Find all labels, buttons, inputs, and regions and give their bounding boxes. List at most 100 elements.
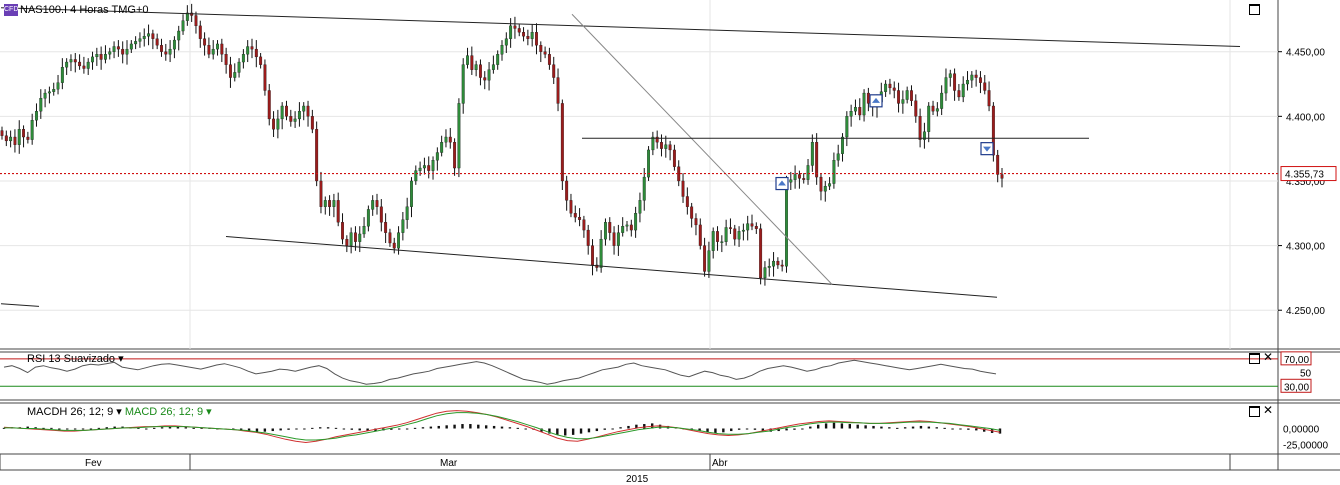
close-rsi-pane-icon[interactable]: ✕ [1263, 350, 1274, 364]
candle-body [806, 165, 810, 180]
macd-histogram-bar [113, 426, 116, 429]
macd-histogram-bar [374, 428, 377, 432]
candle-body [431, 160, 435, 171]
candle-body [315, 129, 319, 182]
candle-body [103, 54, 107, 60]
macd-pane [2, 410, 1002, 444]
candle-body [996, 154, 1000, 175]
macd-histogram-bar [603, 428, 606, 430]
candle-body [259, 56, 263, 65]
macd-histogram-bar [564, 428, 567, 436]
macd-histogram-bar [571, 428, 575, 435]
macd-histogram-bar [445, 425, 448, 429]
rsi-lower-label: 30,00 [1284, 382, 1309, 393]
macd-histogram-bar [706, 428, 709, 433]
macd-histogram-bar [200, 427, 203, 429]
candle-body [254, 48, 258, 58]
macd-histogram-bar [26, 426, 29, 429]
candle-body [621, 226, 625, 233]
macd-histogram-bar [967, 428, 970, 430]
candle-body [336, 200, 340, 223]
candle-body [56, 82, 60, 90]
macd-histogram-bar [97, 427, 101, 429]
candle-body [832, 160, 836, 184]
candle-body [30, 120, 34, 140]
macd-histogram-bar [500, 426, 504, 429]
macd-histogram-bar [619, 427, 622, 429]
candle-body [86, 61, 90, 69]
macd-histogram-bar [785, 428, 788, 431]
macd-histogram-bar [793, 428, 796, 430]
candle-body [828, 183, 832, 187]
candle-body [220, 43, 224, 55]
macd-histogram-bar [801, 428, 804, 430]
candle-body [0, 130, 4, 136]
rsi-pane-title[interactable]: RSI 13 Suavizado ▾ [27, 352, 124, 365]
price-tick-label: 4.400,00 [1286, 112, 1325, 123]
macd-histogram-bar [279, 428, 282, 431]
macd-label: MACD 26; 12; 9 [124, 406, 204, 418]
candle-body [267, 90, 271, 120]
close-macd-pane-icon[interactable]: ✕ [1263, 403, 1274, 417]
candle-body [983, 82, 987, 91]
macd-histogram-bar [358, 428, 361, 431]
signal-arrow-icon [872, 97, 880, 103]
macd-histogram-bar [342, 428, 346, 430]
rsi-dropdown-icon[interactable]: ▾ [115, 353, 124, 365]
candle-body [246, 46, 250, 55]
macd-histogram-bar [856, 424, 859, 429]
candle-body [685, 196, 689, 207]
candle-body [414, 170, 418, 182]
candle-body [672, 149, 676, 167]
macd-histogram-bar [982, 428, 986, 432]
candle-body [13, 136, 17, 145]
candle-body [353, 232, 357, 242]
macd-histogram-bar [730, 428, 733, 432]
rsi-upper-tag [1280, 351, 1312, 366]
candle-body [509, 25, 513, 39]
macd-histogram-bar [255, 428, 259, 432]
candle-body [608, 222, 612, 233]
macd-histogram-bar [326, 427, 330, 429]
macdh-label: MACDH 26; 12; 9 [27, 406, 114, 418]
macd-histogram-bar [42, 427, 45, 429]
macd-histogram-bar [232, 428, 235, 430]
maximize-rsi-pane-icon[interactable] [1249, 353, 1260, 364]
macd-histogram-bar [627, 425, 630, 429]
candle-body [237, 61, 241, 73]
macd-histogram-bar [168, 426, 172, 429]
macd-pane-title[interactable]: MACDH 26; 12; 9 ▾ MACD 26; 12; 9 ▾ [27, 405, 212, 418]
rsi-label: RSI 13 Suavizado [27, 353, 116, 365]
macd-histogram-bar [263, 428, 267, 432]
candle-body [586, 229, 590, 246]
macd-line [3, 410, 1001, 444]
price-pane-title[interactable]: CFD NAS100.I 4 Horas TMG+0 [4, 4, 149, 17]
macd-histogram-bar [89, 428, 93, 430]
candle-body [52, 89, 56, 92]
macd-histogram-bar [540, 428, 543, 432]
candle-body [43, 92, 47, 99]
macdh-dropdown-icon[interactable]: ▾ [113, 406, 125, 418]
macd-histogram-bar [524, 428, 527, 430]
candle-body [539, 45, 543, 52]
macd-dropdown-icon[interactable]: ▾ [203, 406, 212, 418]
maximize-macd-pane-icon[interactable] [1249, 406, 1260, 417]
candle-body [910, 90, 913, 101]
maximize-price-pane-icon[interactable] [1249, 4, 1260, 15]
macd-histogram-bar [888, 427, 891, 429]
macd-histogram-bar [556, 428, 559, 435]
candle-body [905, 90, 909, 100]
macd-histogram-bar [34, 427, 37, 429]
candle-body [785, 182, 788, 267]
candle-body [216, 43, 219, 50]
candle-body [634, 213, 638, 231]
candle-body [448, 136, 452, 143]
candle-body [22, 129, 26, 138]
candle-body [172, 39, 176, 50]
candle-body [927, 105, 931, 132]
candle-body [690, 206, 694, 219]
candle-body [819, 176, 823, 192]
candle-body [65, 61, 69, 68]
candle-body [522, 32, 526, 37]
candle-body [285, 105, 288, 117]
